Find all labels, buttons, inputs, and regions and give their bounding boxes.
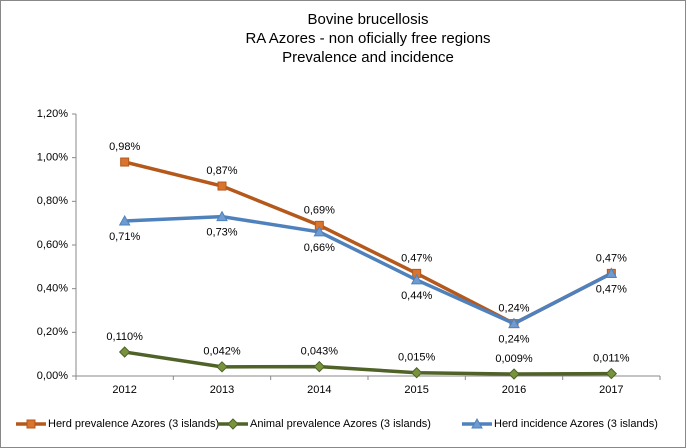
data-label: 0,98% (109, 141, 140, 153)
data-label: 0,69% (304, 204, 335, 216)
legend-marker (471, 417, 483, 429)
data-label: 0,44% (401, 290, 432, 302)
series-line (124, 350, 612, 376)
x-tick-label: 2013 (210, 384, 234, 396)
data-label: 0,71% (109, 231, 140, 243)
marker (410, 273, 423, 285)
marker (216, 210, 228, 222)
series-line (124, 214, 613, 326)
data-label: 0,015% (398, 352, 436, 364)
data-label: 0,110% (106, 331, 143, 343)
marker (120, 157, 130, 167)
marker (118, 346, 131, 358)
x-tick-label: 2012 (112, 384, 136, 396)
legend-label: Animal prevalence Azores (3 islands) (250, 418, 431, 430)
marker (410, 367, 423, 379)
data-label: 0,24% (498, 303, 529, 315)
legend-marker (227, 418, 239, 430)
data-label: 0,24% (498, 334, 529, 346)
marker (508, 368, 520, 380)
data-label: 0,87% (206, 165, 237, 177)
data-label: 0,47% (596, 283, 627, 295)
x-tick-label: 2017 (599, 384, 623, 396)
data-label: 0,009% (495, 353, 533, 365)
marker (217, 181, 227, 191)
data-label: 0,011% (593, 353, 630, 365)
y-tick-label: 0,80% (37, 195, 68, 207)
y-tick-label: 0,60% (37, 239, 68, 251)
x-tick-label: 2015 (404, 384, 428, 396)
marker (216, 361, 228, 373)
y-tick-label: 0,00% (37, 370, 68, 382)
chart-title: RA Azores - non oficially free regions (245, 30, 490, 47)
data-label: 0,47% (596, 252, 627, 264)
data-label: 0,73% (206, 227, 237, 239)
legend-label: Herd prevalence Azores (3 islands) (48, 418, 219, 430)
marker (508, 317, 520, 329)
y-tick-label: 0,20% (37, 326, 68, 338)
data-label: 0,47% (401, 252, 432, 264)
data-label: 0,043% (301, 346, 339, 358)
y-tick-label: 1,20% (37, 108, 68, 120)
data-label: 0,042% (203, 346, 241, 358)
legend-label: Herd incidence Azores (3 islands) (494, 418, 658, 430)
marker (313, 360, 326, 373)
y-tick-label: 1,00% (37, 152, 68, 164)
marker (313, 225, 326, 237)
legend-marker (26, 419, 36, 429)
chart-title: Bovine brucellosis (308, 11, 429, 28)
marker (605, 367, 618, 380)
y-tick-label: 0,40% (37, 283, 68, 295)
data-label: 0,66% (304, 242, 335, 254)
chart-title: Prevalence and incidence (282, 49, 454, 66)
x-tick-label: 2016 (502, 384, 526, 396)
x-tick-label: 2014 (307, 384, 331, 396)
marker (605, 267, 618, 278)
marker (118, 214, 131, 226)
